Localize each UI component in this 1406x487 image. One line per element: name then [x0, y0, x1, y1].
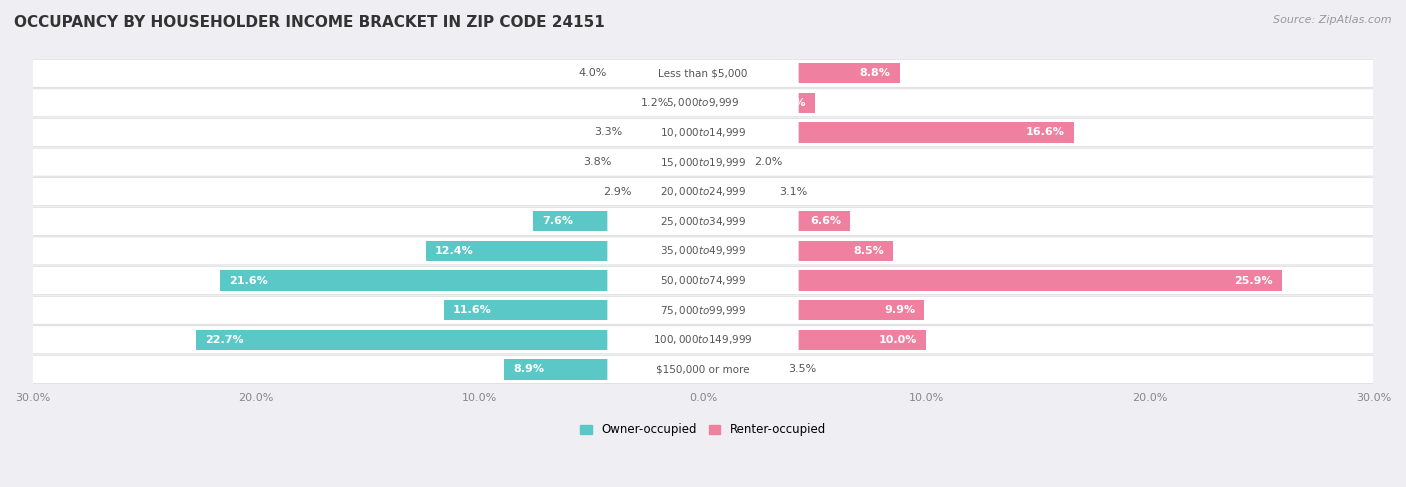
Bar	[703, 152, 748, 172]
Text: 3.1%: 3.1%	[779, 187, 807, 197]
FancyBboxPatch shape	[32, 356, 1374, 383]
Text: Source: ZipAtlas.com: Source: ZipAtlas.com	[1274, 15, 1392, 25]
Text: OCCUPANCY BY HOUSEHOLDER INCOME BRACKET IN ZIP CODE 24151: OCCUPANCY BY HOUSEHOLDER INCOME BRACKET …	[14, 15, 605, 30]
FancyBboxPatch shape	[32, 89, 1374, 117]
FancyBboxPatch shape	[32, 59, 1374, 87]
FancyBboxPatch shape	[607, 61, 799, 86]
Text: 12.4%: 12.4%	[434, 246, 474, 256]
Text: 3.5%: 3.5%	[787, 364, 815, 375]
Text: 5.0%: 5.0%	[775, 98, 806, 108]
Bar	[703, 211, 851, 231]
Text: $5,000 to $9,999: $5,000 to $9,999	[666, 96, 740, 110]
Text: 3.8%: 3.8%	[583, 157, 612, 167]
Text: 9.9%: 9.9%	[884, 305, 915, 315]
Text: 8.9%: 8.9%	[513, 364, 544, 375]
Text: 11.6%: 11.6%	[453, 305, 492, 315]
Bar	[505, 359, 703, 379]
Bar	[613, 63, 703, 83]
Text: 22.7%: 22.7%	[205, 335, 243, 345]
FancyBboxPatch shape	[32, 148, 1374, 176]
Legend: Owner-occupied, Renter-occupied: Owner-occupied, Renter-occupied	[579, 423, 827, 436]
Text: $150,000 or more: $150,000 or more	[657, 364, 749, 375]
Bar	[195, 330, 703, 350]
Bar	[703, 330, 927, 350]
Bar	[630, 122, 703, 143]
Text: 16.6%: 16.6%	[1026, 128, 1064, 137]
Text: 2.0%: 2.0%	[755, 157, 783, 167]
FancyBboxPatch shape	[607, 298, 799, 322]
Bar	[676, 93, 703, 113]
FancyBboxPatch shape	[32, 267, 1374, 295]
Text: $75,000 to $99,999: $75,000 to $99,999	[659, 304, 747, 317]
Text: $10,000 to $14,999: $10,000 to $14,999	[659, 126, 747, 139]
Bar	[426, 241, 703, 261]
FancyBboxPatch shape	[607, 91, 799, 115]
Bar	[221, 270, 703, 291]
FancyBboxPatch shape	[32, 326, 1374, 354]
Text: 1.2%: 1.2%	[641, 98, 669, 108]
Text: 6.6%: 6.6%	[810, 216, 842, 226]
Bar	[703, 182, 772, 202]
Text: 8.8%: 8.8%	[860, 68, 891, 78]
Bar	[703, 241, 893, 261]
FancyBboxPatch shape	[607, 179, 799, 204]
FancyBboxPatch shape	[607, 268, 799, 293]
Bar	[703, 359, 782, 379]
Bar	[638, 182, 703, 202]
FancyBboxPatch shape	[32, 118, 1374, 147]
Text: 7.6%: 7.6%	[543, 216, 574, 226]
Text: $15,000 to $19,999: $15,000 to $19,999	[659, 155, 747, 169]
Text: $25,000 to $34,999: $25,000 to $34,999	[659, 215, 747, 228]
Bar	[703, 63, 900, 83]
FancyBboxPatch shape	[607, 357, 799, 382]
Bar	[703, 300, 924, 320]
FancyBboxPatch shape	[607, 209, 799, 234]
Text: $100,000 to $149,999: $100,000 to $149,999	[654, 333, 752, 346]
FancyBboxPatch shape	[607, 239, 799, 263]
Text: 2.9%: 2.9%	[603, 187, 631, 197]
Text: 8.5%: 8.5%	[853, 246, 884, 256]
Bar	[619, 152, 703, 172]
FancyBboxPatch shape	[32, 296, 1374, 324]
Text: $35,000 to $49,999: $35,000 to $49,999	[659, 244, 747, 258]
Text: $20,000 to $24,999: $20,000 to $24,999	[659, 185, 747, 198]
Bar	[533, 211, 703, 231]
Text: 3.3%: 3.3%	[595, 128, 623, 137]
Text: 21.6%: 21.6%	[229, 276, 269, 285]
Bar	[703, 93, 814, 113]
Bar	[703, 270, 1282, 291]
Text: $50,000 to $74,999: $50,000 to $74,999	[659, 274, 747, 287]
FancyBboxPatch shape	[607, 150, 799, 174]
FancyBboxPatch shape	[607, 327, 799, 352]
Text: 10.0%: 10.0%	[879, 335, 918, 345]
Text: Less than $5,000: Less than $5,000	[658, 68, 748, 78]
FancyBboxPatch shape	[32, 207, 1374, 235]
Bar	[444, 300, 703, 320]
FancyBboxPatch shape	[32, 178, 1374, 206]
FancyBboxPatch shape	[607, 120, 799, 145]
Text: 25.9%: 25.9%	[1234, 276, 1272, 285]
FancyBboxPatch shape	[32, 237, 1374, 265]
Text: 4.0%: 4.0%	[578, 68, 607, 78]
Bar	[703, 122, 1074, 143]
